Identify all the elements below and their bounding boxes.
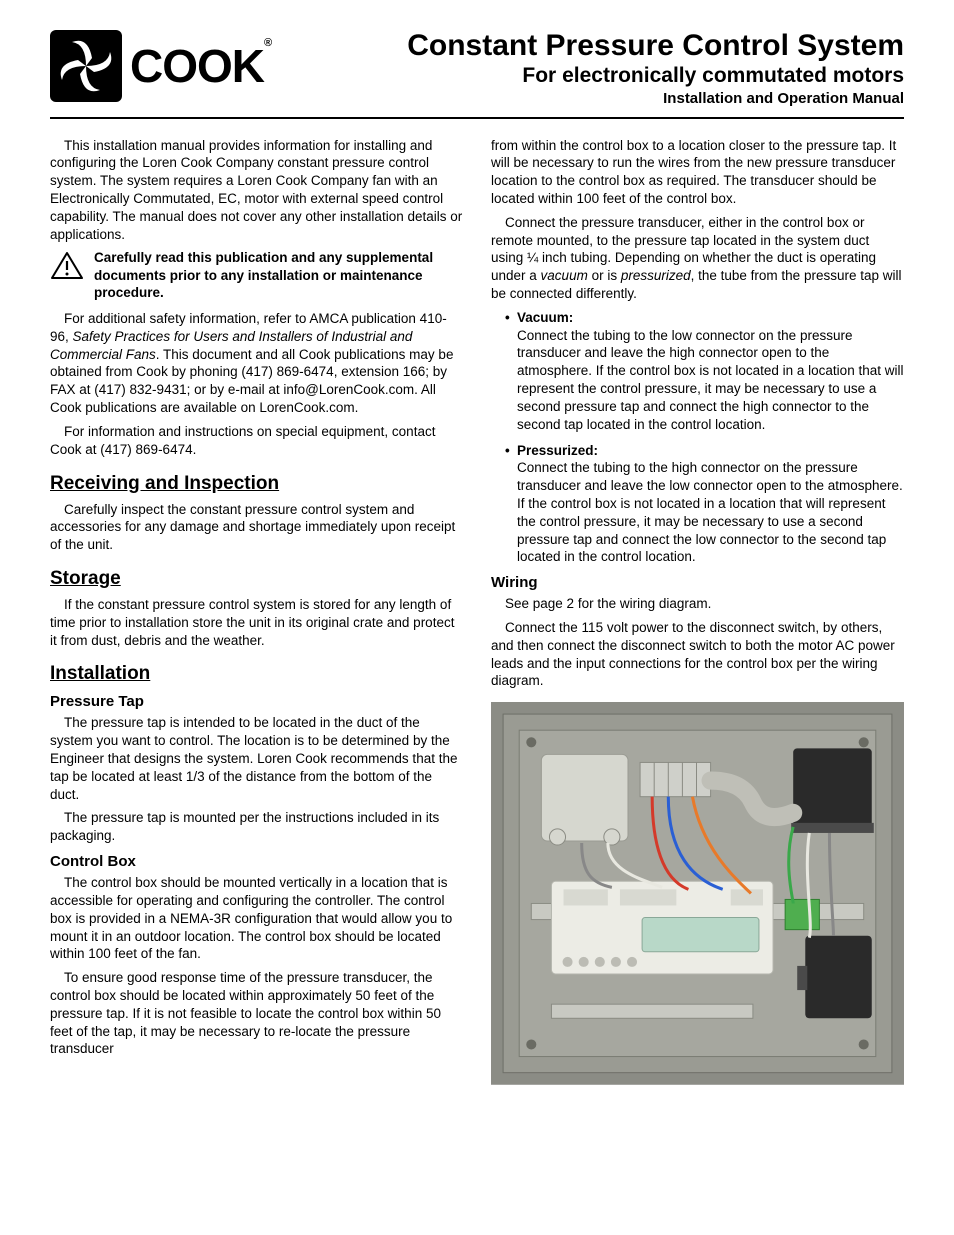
p-wiring2: Connect the 115 volt power to the discon… — [491, 619, 904, 690]
p-connect: Connect the pressure transducer, either … — [491, 214, 904, 303]
h-receiving: Receiving and Inspection — [50, 473, 463, 495]
connection-bullets: Vacuum: Connect the tubing to the low co… — [491, 309, 904, 566]
brand-logo: COOK® — [50, 30, 271, 102]
p-connect-vacuum: vacuum — [541, 268, 588, 283]
header-divider — [50, 117, 904, 119]
p-connect-b: or is — [588, 268, 621, 283]
doc-subtitle2: Installation and Operation Manual — [283, 90, 904, 107]
h-pressure-tap: Pressure Tap — [50, 693, 463, 710]
title-block: Constant Pressure Control System For ele… — [283, 30, 904, 107]
intro-p1: This installation manual provides inform… — [50, 137, 463, 244]
warning-text: Carefully read this publication and any … — [94, 249, 463, 302]
warning-icon — [50, 249, 84, 286]
p-receiving: Carefully inspect the constant pressure … — [50, 501, 463, 554]
left-column: This installation manual provides inform… — [50, 137, 463, 1091]
bullet-pressurized-body: Connect the tubing to the high connector… — [517, 459, 904, 566]
bullet-pressurized-title: Pressurized: — [517, 443, 598, 458]
content-columns: This installation manual provides inform… — [50, 137, 904, 1091]
h-wiring: Wiring — [491, 574, 904, 591]
p-box1: The control box should be mounted vertic… — [50, 874, 463, 963]
bullet-vacuum: Vacuum: Connect the tubing to the low co… — [505, 309, 904, 434]
contact-p: For information and instructions on spec… — [50, 423, 463, 459]
h-control-box: Control Box — [50, 853, 463, 870]
h-storage: Storage — [50, 568, 463, 590]
p-tap1: The pressure tap is intended to be locat… — [50, 714, 463, 803]
p-wiring1: See page 2 for the wiring diagram. — [491, 595, 904, 613]
p-connect-pressurized: pressurized — [621, 268, 691, 283]
p-box-cont: from within the control box to a locatio… — [491, 137, 904, 208]
h-installation: Installation — [50, 663, 463, 685]
bullet-vacuum-body: Connect the tubing to the low connector … — [517, 327, 904, 434]
bullet-pressurized: Pressurized: Connect the tubing to the h… — [505, 442, 904, 567]
control-box-figure — [491, 702, 904, 1090]
p-box2: To ensure good response time of the pres… — [50, 969, 463, 1058]
fan-logo-icon — [50, 30, 122, 102]
registered-mark: ® — [264, 37, 271, 49]
doc-title: Constant Pressure Control System — [283, 30, 904, 62]
p-tap2: The pressure tap is mounted per the inst… — [50, 809, 463, 845]
p-storage: If the constant pressure control system … — [50, 596, 463, 649]
safety-p: For additional safety information, refer… — [50, 310, 463, 417]
right-column: from within the control box to a locatio… — [491, 137, 904, 1091]
brand-name: COOK® — [130, 39, 271, 93]
bullet-vacuum-title: Vacuum: — [517, 310, 573, 325]
doc-subtitle: For electronically commutated motors — [283, 64, 904, 88]
warning-block: Carefully read this publication and any … — [50, 249, 463, 302]
doc-header: COOK® Constant Pressure Control System F… — [50, 30, 904, 107]
